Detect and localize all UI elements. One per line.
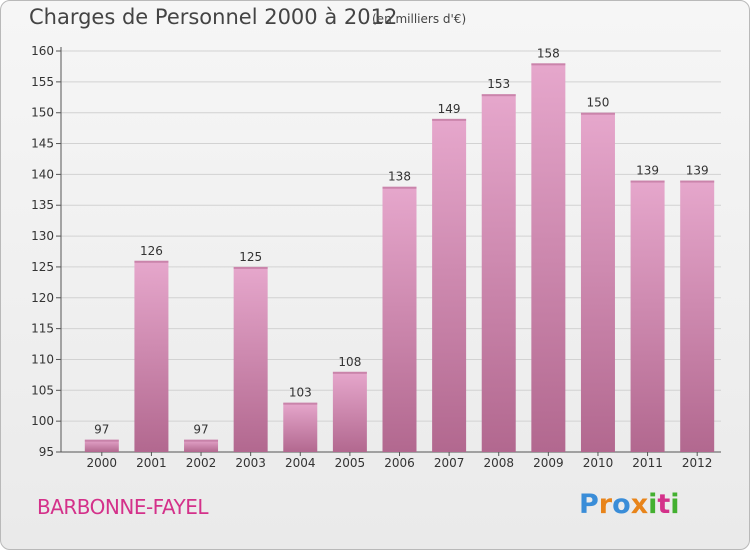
bar (432, 118, 467, 452)
y-tick-label: 160 (31, 44, 54, 58)
bar (184, 439, 219, 452)
bar-top-edge (580, 112, 615, 115)
bar-top-edge (184, 439, 219, 442)
y-tick-label: 150 (31, 106, 54, 120)
y-tick-label: 130 (31, 229, 54, 243)
bar (134, 260, 169, 452)
y-tick-label: 135 (31, 198, 54, 212)
x-tick-label: 2010 (583, 456, 614, 470)
y-tick-label: 145 (31, 137, 54, 151)
bar (580, 112, 615, 452)
data-label: 125 (239, 250, 262, 264)
bar (233, 266, 268, 452)
data-label: 158 (537, 46, 560, 60)
data-label: 139 (686, 164, 709, 178)
y-tick-label: 120 (31, 291, 54, 305)
bar (680, 180, 715, 453)
data-label: 138 (388, 170, 411, 184)
data-labels: 97 126 97 125 103 108 138 149 153 158 150 139 139 (94, 46, 708, 436)
x-tick-label: 2005 (335, 456, 366, 470)
bar-top-edge (283, 402, 318, 405)
data-label: 139 (636, 164, 659, 178)
bar-top-edge (432, 118, 467, 121)
bars (84, 63, 715, 453)
chart-subtitle: (en milliers d'€) (372, 12, 467, 26)
x-tick-label: 2011 (632, 456, 663, 470)
y-tick-label: 95 (39, 445, 54, 459)
x-tick-label: 2009 (533, 456, 564, 470)
y-tick-label: 140 (31, 167, 54, 181)
x-tick-label: 2006 (384, 456, 415, 470)
chart-title: Charges de Personnel 2000 à 2012 (29, 5, 398, 29)
bar-top-edge (481, 94, 516, 97)
bar-top-edge (680, 180, 715, 183)
y-tick-label: 105 (31, 383, 54, 397)
bar-top-edge (382, 186, 417, 189)
y-tick-label: 155 (31, 75, 54, 89)
data-label: 108 (338, 355, 361, 369)
bar (332, 371, 367, 452)
data-label: 149 (438, 102, 461, 116)
data-label: 97 (193, 423, 208, 437)
x-tick-label: 2007 (434, 456, 465, 470)
bar-top-edge (233, 266, 268, 269)
bar (481, 94, 516, 452)
proxiti-logo[interactable]: Proxiti (579, 489, 680, 520)
bar (283, 402, 318, 452)
x-tick-label: 2002 (186, 456, 217, 470)
y-tick-label: 110 (31, 352, 54, 366)
data-label: 153 (487, 77, 510, 91)
x-tick-label: 2004 (285, 456, 316, 470)
y-tick-label: 100 (31, 414, 54, 428)
bar-top-edge (531, 63, 566, 66)
y-tick-label: 115 (31, 322, 54, 336)
bar (84, 439, 119, 452)
data-label: 126 (140, 244, 163, 258)
bar (630, 180, 665, 453)
y-tick-label: 125 (31, 260, 54, 274)
data-label: 97 (94, 423, 109, 437)
bar (382, 186, 417, 452)
bar (531, 63, 566, 452)
x-tick-label: 2003 (235, 456, 266, 470)
data-label: 150 (587, 96, 610, 110)
place-name: BARBONNE-FAYEL (37, 495, 208, 519)
x-tick-label: 2000 (87, 456, 118, 470)
bar-top-edge (630, 180, 665, 183)
bar-top-edge (84, 439, 119, 442)
x-tick-label: 2012 (682, 456, 713, 470)
x-tick-labels: 2000 2001 2002 2003 2004 2005 2006 2007 2008 2009… (87, 456, 713, 470)
data-label: 103 (289, 386, 312, 400)
x-tick-label: 2001 (136, 456, 167, 470)
x-tick-label: 2008 (483, 456, 514, 470)
bar-top-edge (332, 371, 367, 374)
bar-top-edge (134, 260, 169, 263)
y-tick-labels: 95 100 105 110 115 120 125 130 135 140 145 150 155 16… (31, 44, 54, 459)
